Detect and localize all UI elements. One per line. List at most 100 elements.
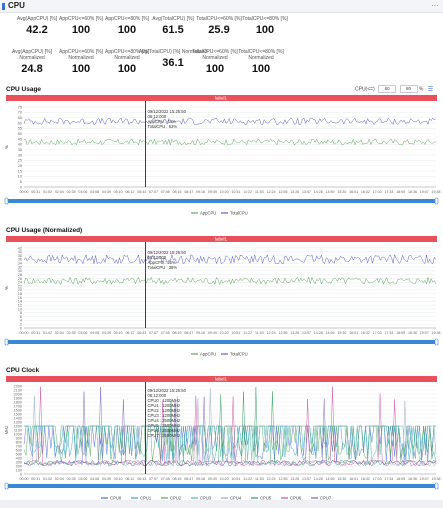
section-title-cpu-usage: CPU Usage [6,86,42,93]
range-handle-right [434,338,439,346]
x-tick-label: 15:30 [337,477,346,481]
range-handle-left [4,197,9,205]
range-scrollbar [6,340,437,344]
x-tick-label: 09:49 [208,477,217,481]
x-tick-label: 18:36 [408,477,417,481]
x-tick-label: 10:20 [220,331,229,335]
x-tick-label: 07:45 [161,477,170,481]
tooltip-line: CPU5 : 2500MHz [148,423,181,428]
y-tick-label: 28 [18,273,22,277]
y-tick-label: 50 [18,132,22,136]
x-tick-label: 08:16 [173,477,182,481]
x-tick-label: 12:55 [278,331,287,335]
y-tick-label: 20 [18,288,22,292]
y-tick-label: 26 [18,277,22,281]
x-tick-label: 02:35 [67,190,76,194]
x-tick-label: 02:04 [55,477,64,481]
header-bar: CPU ⋯ [0,0,443,13]
x-tick-label: 08:47 [184,331,193,335]
y-tick-label: 600 [16,448,22,452]
stat-value: 25.9 [208,24,230,36]
x-tick-label: 14:59 [326,477,335,481]
band-label: label1 [215,377,228,382]
stat-value: 42.2 [26,24,48,36]
y-tick-label: 300 [16,460,22,464]
x-tick-label: 09:49 [208,331,217,335]
y-tick-label: 700 [16,444,22,448]
x-tick-label: 02:04 [55,190,64,194]
x-tick-label: 00:00 [20,331,29,335]
series-line-cpu3 [24,425,437,462]
x-tick-label: 15:30 [337,190,346,194]
stat-avg-totalcpu-normalized: Avg(TotalCPU) [%] Normalized 36.1 [138,49,208,69]
stat-label: TotalCPU<=60% [%] [196,16,242,22]
x-tick-label: 18:36 [408,190,417,194]
y-tick-label: 25 [18,159,22,163]
x-tick-label: 11:22 [243,190,252,194]
x-tick-label: 05:10 [114,331,123,335]
y-tick-label: 10 [18,307,22,311]
y-tick-label: 60 [18,121,22,125]
x-tick-label: 16:01 [349,190,358,194]
x-tick-label: 00:31 [31,477,40,481]
x-tick-label: 06:12 [125,477,134,481]
stat-label: AppCPU<=80% [%] Normalized [105,49,149,61]
y-tick-label: 22 [18,284,22,288]
x-tick-label: 15:30 [337,331,346,335]
x-tick-label: 12:24 [267,331,276,335]
range-handle-right [434,197,439,205]
x-tick-label: 12:24 [267,477,276,481]
x-tick-label: 19:38 [432,190,441,194]
x-tick-label: 16:32 [361,477,370,481]
x-tick-label: 08:47 [184,190,193,194]
y-tick-label: 30 [18,153,22,157]
stat-label: TotalCPU<=80% [%] [242,16,288,22]
stat-value: 61.5 [162,24,184,36]
x-tick-label: 07:45 [161,190,170,194]
section-title-cpu-usage-normalized: CPU Usage (Normalized) [6,227,83,234]
y-tick-label: 10 [18,175,22,179]
x-tick-label: 06:43 [137,331,146,335]
tooltip-line: CPU6 : 2500MHz [148,428,181,433]
y-tick-label: 0 [20,472,22,476]
tooltip-line: 06:12:000 [148,114,167,119]
x-tick-label: 10:20 [220,190,229,194]
x-tick-label: 11:53 [255,331,264,335]
more-icon[interactable]: ⋯ [431,1,439,10]
tooltip-line: 09/12/2022 15:25:50 [148,109,187,114]
y-tick-label: 75 [18,105,22,109]
stat-label: Avg(AppCPU) [%] [17,16,57,22]
section-title-cpu-clock: CPU Clock [6,367,40,374]
x-tick-label: 13:26 [290,477,299,481]
stat-value: 100 [117,63,137,75]
x-tick-label: 11:53 [255,190,264,194]
label-band [6,236,437,242]
y-tick-label: 5 [20,180,22,184]
cpu-clock-chart[interactable]: label10100200300400500600700800900100011… [0,376,443,508]
cpu-usage-normalized-chart[interactable]: label10246810121416182022242628303234363… [0,236,443,364]
x-tick-label: 04:08 [90,477,99,481]
x-tick-label: 02:35 [67,331,76,335]
tooltip-line: CPU4 : 2500MHz [148,418,181,423]
threshold-input-2[interactable]: 80 [399,85,418,93]
y-tick-label: 12 [18,303,22,307]
x-tick-label: 19:38 [432,331,441,335]
band-label: label1 [215,237,228,242]
x-tick-label: 10:20 [220,477,229,481]
stat-totalcpu-60-normalized: TotalCPU<=60% [%] Normalized 100 [180,49,250,75]
y-tick-label: 70 [18,111,22,115]
chart-settings-icon[interactable]: ☰ [427,86,434,93]
y-tick-label: 1600 [14,408,22,412]
x-tick-label: 16:32 [361,331,370,335]
threshold-input-1[interactable]: 60 [378,85,397,93]
x-tick-label: 07:07 [149,477,158,481]
legend-label: TotalCPU [230,210,248,215]
stat-label: AppCPU<=60% [%] [59,16,103,22]
x-tick-label: 02:04 [55,331,64,335]
stat-appcpu-80: AppCPU<=80% [%] 100 [92,16,162,36]
y-tick-label: 1500 [14,412,22,416]
legend-label: TotalCPU [230,351,248,356]
y-tick-label: 1900 [14,396,22,400]
range-scrollbar [6,199,437,203]
